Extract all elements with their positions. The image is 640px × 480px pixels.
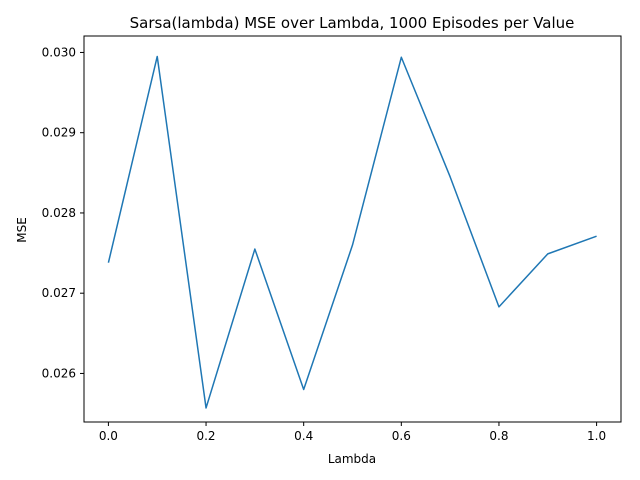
axes-frame [83,35,622,423]
y-tick-label: 0.027 [42,286,76,300]
x-tick-label: 0.8 [489,429,508,443]
x-tick-label: 0.2 [196,429,215,443]
y-tick-label: 0.026 [42,366,76,380]
plot-area: 0.0 0.2 0.4 0.6 0.8 1.0 0.026 0.027 0.028 0.029 0.… [42,35,622,443]
chart-title: Sarsa(lambda) MSE over Lambda, 1000 Epis… [130,14,575,32]
x-tick-label: 0.4 [294,429,313,443]
y-tick-label: 0.029 [42,126,76,140]
x-tick-label: 0.6 [392,429,411,443]
series-line-0 [107,55,597,409]
y-axis-label: MSE [15,217,29,243]
x-tick-label: 1.0 [587,429,606,443]
y-tick-label: 0.028 [42,206,76,220]
x-axis-label: Lambda [328,452,376,466]
y-tick-label: 0.030 [42,45,76,59]
x-tick-label: 0.0 [99,429,118,443]
